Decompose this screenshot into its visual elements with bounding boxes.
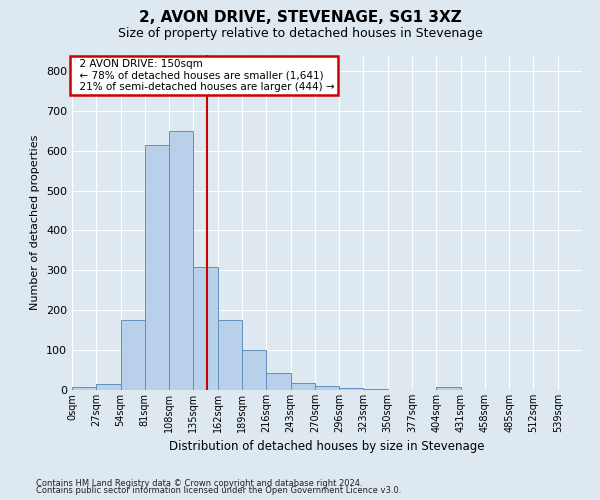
Bar [242, 350, 266, 390]
Text: Contains public sector information licensed under the Open Government Licence v3: Contains public sector information licen… [36, 486, 401, 495]
Bar [193, 267, 218, 390]
X-axis label: Distribution of detached houses by size in Stevenage: Distribution of detached houses by size … [169, 440, 485, 454]
Bar [315, 386, 339, 390]
Bar [339, 388, 364, 390]
Bar [436, 387, 461, 390]
Text: 2, AVON DRIVE, STEVENAGE, SG1 3XZ: 2, AVON DRIVE, STEVENAGE, SG1 3XZ [139, 10, 461, 25]
Bar [145, 144, 169, 390]
Bar [218, 320, 242, 390]
Text: Contains HM Land Registry data © Crown copyright and database right 2024.: Contains HM Land Registry data © Crown c… [36, 478, 362, 488]
Bar [169, 131, 193, 390]
Bar [266, 373, 290, 390]
Bar [96, 384, 121, 390]
Bar [364, 389, 388, 390]
Bar [290, 383, 315, 390]
Bar [72, 387, 96, 390]
Text: Size of property relative to detached houses in Stevenage: Size of property relative to detached ho… [118, 28, 482, 40]
Y-axis label: Number of detached properties: Number of detached properties [31, 135, 40, 310]
Text: 2 AVON DRIVE: 150sqm
  ← 78% of detached houses are smaller (1,641)
  21% of sem: 2 AVON DRIVE: 150sqm ← 78% of detached h… [73, 59, 335, 92]
Bar [121, 320, 145, 390]
